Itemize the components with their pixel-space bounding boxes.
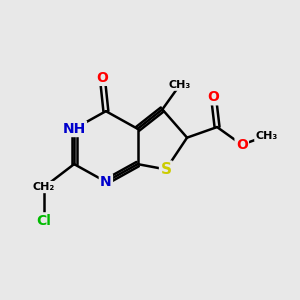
Text: O: O — [208, 90, 220, 104]
Text: O: O — [96, 70, 108, 85]
Text: CH₂: CH₂ — [33, 182, 55, 192]
Text: CH₃: CH₃ — [255, 131, 278, 141]
Text: S: S — [160, 162, 171, 177]
Text: N: N — [100, 175, 112, 189]
Text: O: O — [236, 138, 248, 152]
Text: Cl: Cl — [37, 214, 52, 228]
Text: NH: NH — [62, 122, 86, 136]
Text: CH₃: CH₃ — [169, 80, 191, 90]
